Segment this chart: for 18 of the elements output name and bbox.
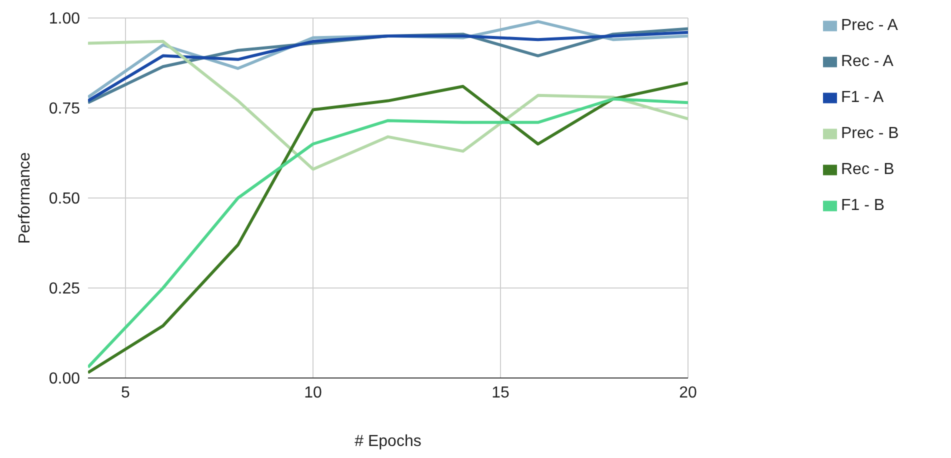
- x-axis-title: # Epochs: [354, 433, 422, 450]
- legend-label: Prec - B: [841, 125, 899, 142]
- line-series: [88, 40, 688, 171]
- legend-label: F1 - B: [841, 197, 885, 214]
- legend-label: Prec - A: [841, 17, 898, 34]
- x-tick-label: 10: [304, 384, 322, 402]
- x-tick-label: 20: [679, 384, 697, 402]
- x-tick-label: 5: [121, 384, 130, 402]
- y-tick-label: 1.00: [48, 10, 80, 28]
- y-tick-label: 0.50: [48, 190, 80, 208]
- y-tick-label: 0.00: [48, 370, 80, 388]
- legend-label: Rec - A: [841, 53, 894, 70]
- legend-label: Rec - B: [841, 161, 894, 178]
- y-axis-title: Performance: [16, 152, 34, 244]
- y-tick-label: 0.75: [48, 100, 80, 118]
- x-tick-label: 15: [492, 384, 510, 402]
- legend-label: F1 - A: [841, 89, 884, 106]
- y-tick-label: 0.25: [48, 280, 80, 298]
